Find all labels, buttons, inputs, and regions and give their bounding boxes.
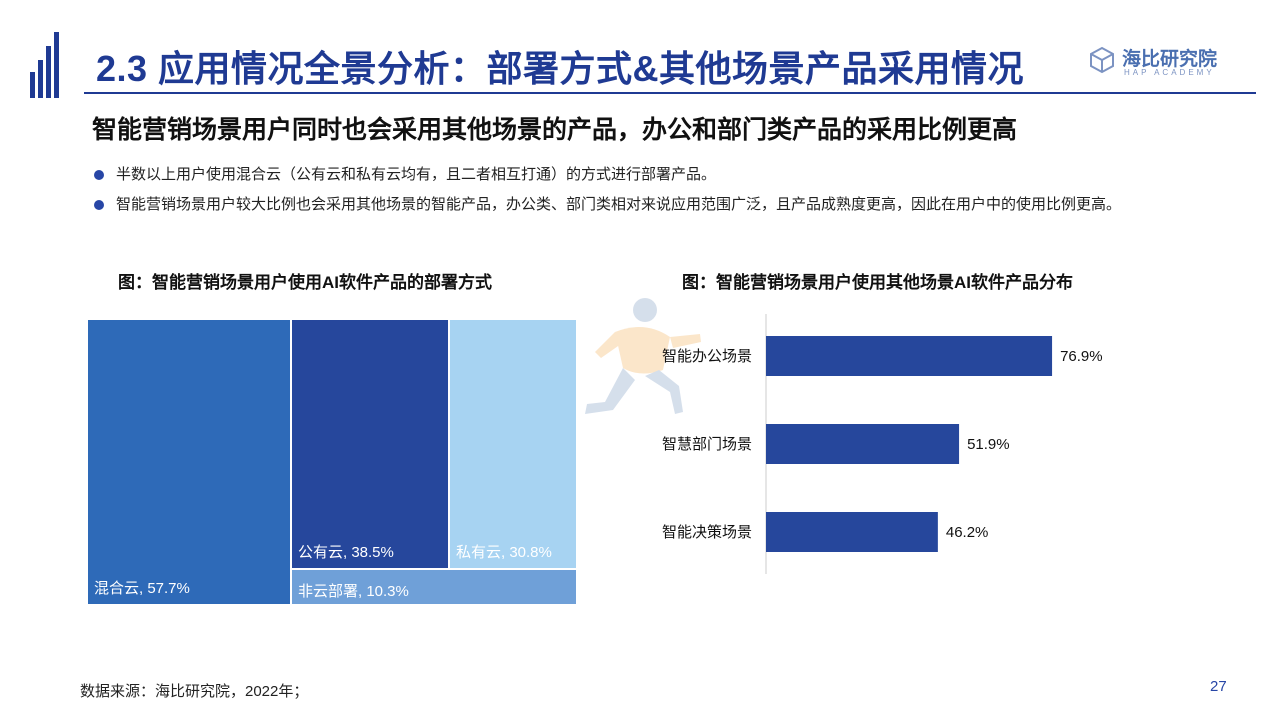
running-figure-illustration <box>585 298 701 414</box>
treemap-tile-label: 私有云, 30.8% <box>456 544 552 561</box>
page-number: 27 <box>1210 678 1227 695</box>
slide-subtitle: 智能营销场景用户同时也会采用其他场景的产品，办公和部门类产品的采用比例更高 <box>92 116 1018 144</box>
category-label: 智慧部门场景 <box>662 435 752 453</box>
bar-chart: 智能办公场景 76.9% 智慧部门场景 51.9% 智能决策场景 46.2% <box>662 314 1103 574</box>
bullet-list: 半数以上用户使用混合云（公有云和私有云均有，且二者相互打通）的方式进行部署产品。… <box>94 160 1254 220</box>
bullet-dot-icon <box>94 200 104 210</box>
treemap-tile-label: 公有云, 38.5% <box>298 544 394 561</box>
bullet-item: 半数以上用户使用混合云（公有云和私有云均有，且二者相互打通）的方式进行部署产品。 <box>94 160 1254 190</box>
treemap-tile-label: 非云部署, 10.3% <box>298 583 409 600</box>
brand-name: 海比研究院 <box>1122 49 1218 70</box>
treemap-tile-public-cloud: 公有云, 38.5% <box>290 318 450 570</box>
treemap-chart: 混合云, 57.7% 公有云, 38.5% 私有云, 30.8% 非云部署, 1… <box>86 318 578 606</box>
category-label: 智能决策场景 <box>662 523 752 541</box>
bullet-dot-icon <box>94 170 104 180</box>
bar <box>766 424 960 464</box>
right-chart-title: 图：智能营销场景用户使用其他场景AI软件产品分布 <box>682 273 1073 292</box>
data-label: 46.2% <box>946 524 989 541</box>
bullet-text: 半数以上用户使用混合云（公有云和私有云均有，且二者相互打通）的方式进行部署产品。 <box>116 166 717 183</box>
bar <box>766 512 938 552</box>
cube-icon <box>1090 46 1114 74</box>
title-divider <box>84 92 1256 94</box>
data-source: 数据来源：海比研究院，2022年； <box>80 683 309 700</box>
bullet-item: 智能营销场景用户较大比例也会采用其他场景的智能产品，办公类、部门类相对来说应用范… <box>94 190 1254 220</box>
bar <box>766 336 1053 376</box>
treemap-tile-non-cloud: 非云部署, 10.3% <box>290 568 578 606</box>
brand-logo: 海比研究院 HAP ACADEMY <box>1088 44 1238 80</box>
data-label: 51.9% <box>967 436 1010 453</box>
page-title: 2.3 应用情况全景分析：部署方式&其他场景产品采用情况 <box>96 48 1025 89</box>
left-chart-title: 图：智能营销场景用户使用AI软件产品的部署方式 <box>118 273 492 292</box>
category-label: 智能办公场景 <box>662 347 752 365</box>
treemap-tile-hybrid-cloud: 混合云, 57.7% <box>86 318 292 606</box>
data-label: 76.9% <box>1060 348 1103 365</box>
treemap-tile-private-cloud: 私有云, 30.8% <box>448 318 578 570</box>
treemap-tile-label: 混合云, 57.7% <box>94 580 190 597</box>
logo-bars-icon <box>30 28 66 98</box>
bullet-text: 智能营销场景用户较大比例也会采用其他场景的智能产品，办公类、部门类相对来说应用范… <box>116 196 1122 213</box>
brand-subtitle: HAP ACADEMY <box>1124 68 1215 77</box>
